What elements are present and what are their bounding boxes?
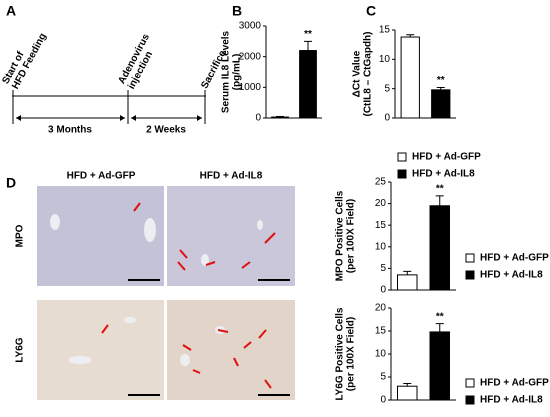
error-bar [304, 40, 312, 51]
y-tick-label: 25 [375, 177, 387, 188]
timeline: 3 Months 2 Weeks Start of HFD Feeding Ad… [0, 32, 228, 136]
y-tick-label: 20 [375, 303, 387, 314]
y-axis-label: (per 100X Field) [346, 199, 357, 273]
arrows [101, 202, 276, 389]
significance: ** [437, 75, 445, 86]
legend-swatch [465, 270, 475, 280]
legend-label: HFD + Ad-GFP [412, 152, 481, 163]
y-tick-label: 15 [375, 326, 387, 337]
legend-swatch [465, 378, 475, 388]
y-tick-label: 5 [380, 372, 386, 383]
y-tick-label: 2000 [239, 51, 262, 62]
error-bar [406, 34, 415, 38]
panel-label: B [232, 3, 242, 19]
legend-swatch [397, 169, 407, 179]
micrograph [167, 186, 295, 286]
micrograph [37, 300, 164, 400]
y-axis-label: (per 100X Field) [346, 317, 357, 391]
y-axis-label: ΔCt Value [352, 50, 363, 97]
y-tick-label: 3000 [239, 21, 262, 32]
panel-label: D [6, 175, 16, 191]
y-tick-label: 5 [380, 263, 386, 274]
bar [271, 116, 289, 119]
legend-label: HFD + Ad-IL8 [412, 169, 475, 180]
period-label: 3 Months [48, 125, 92, 136]
column-title: HFD + Ad-IL8 [200, 171, 263, 182]
bar [400, 36, 420, 119]
row-title: LY6G [15, 337, 26, 362]
y-tick-label: 15 [379, 25, 391, 36]
error-bar [435, 323, 444, 332]
legend-label: HFD + Ad-IL8 [480, 395, 543, 406]
legend-label: HFD + Ad-GFP [480, 253, 549, 264]
y-tick-label: 15 [375, 220, 387, 231]
micrograph [37, 186, 164, 286]
error-bar [436, 86, 445, 90]
legend-label: HFD + Ad-IL8 [480, 270, 543, 281]
significance: ** [436, 183, 444, 194]
significance: ** [436, 311, 444, 322]
legend-label: HFD + Ad-GFP [480, 378, 549, 389]
bar [429, 205, 450, 291]
micrographs: HFD + Ad-GFP HFD + Ad-IL8 MPO LY6G [15, 171, 295, 400]
period-label: 2 Weeks [146, 125, 186, 136]
legend-swatch [465, 253, 475, 263]
y-tick-label: 10 [375, 241, 387, 252]
error-bar [276, 115, 284, 118]
y-tick-label: 10 [375, 349, 387, 360]
y-tick-label: 5 [384, 83, 390, 94]
significance: ** [304, 29, 312, 40]
error-bar [403, 270, 412, 275]
y-tick-label: 0 [255, 113, 261, 124]
row-title: MPO [15, 224, 26, 247]
y-tick-label: 0 [380, 395, 386, 406]
bar [397, 274, 418, 291]
column-title: HFD + Ad-GFP [67, 171, 136, 182]
bar [397, 385, 418, 401]
panel-label: C [366, 3, 376, 19]
bar [431, 89, 451, 119]
vessels [50, 214, 263, 366]
y-axis-label: (CtIL8 – CtGapdh) [363, 32, 374, 117]
micrograph [167, 300, 295, 400]
legend-swatch [465, 395, 475, 405]
error-bar [403, 382, 412, 387]
y-axis-label: MPO Positive Cells [335, 190, 346, 281]
bar [299, 50, 317, 119]
y-axis-label: (pg/mL) [232, 54, 243, 91]
scale-bars [128, 279, 290, 396]
y-axis-label: Serum IL8 Levels [221, 30, 232, 113]
panel-label: A [6, 3, 16, 19]
error-bar [435, 195, 444, 206]
bar [429, 331, 450, 401]
y-tick-label: 0 [384, 113, 390, 124]
y-axis-label: LY6G Positive Cells [335, 307, 346, 400]
y-tick-label: 20 [375, 198, 387, 209]
y-tick-label: 1000 [239, 82, 262, 93]
legend-swatch [397, 152, 407, 162]
y-tick-label: 10 [379, 54, 391, 65]
y-tick-label: 0 [380, 285, 386, 296]
